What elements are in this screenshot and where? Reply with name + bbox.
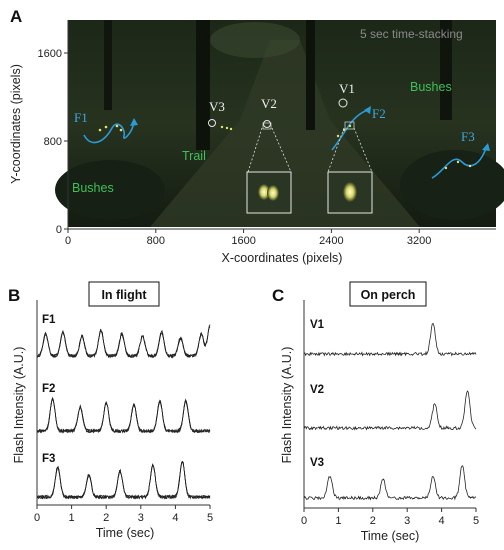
- panel-b-x-tick-label: 3: [138, 512, 144, 524]
- trace-label-f2: F2: [42, 383, 55, 395]
- perch-label-v3: V3: [209, 99, 225, 114]
- panel-a-x-tick-label: 0: [65, 235, 71, 247]
- zoom-inset-right: [327, 121, 373, 214]
- panel-c-traces: [303, 322, 477, 501]
- trace-f1: [36, 325, 211, 359]
- panel-c-title-box: [349, 281, 427, 307]
- region-label-bushes-left: Bushes: [72, 181, 114, 195]
- track-f2-arrowhead: [364, 106, 371, 114]
- panel-b-x-tick-label: 5: [207, 512, 213, 524]
- panel-a-y-axis-label: Y-coordinates (pixels): [9, 64, 23, 184]
- trace-f2: [36, 399, 211, 434]
- perch-label-v2: V2: [261, 96, 277, 111]
- panel-a-y-tick-label: 1600: [38, 48, 62, 60]
- track-f1: [83, 121, 135, 144]
- trace-v1: [303, 322, 477, 357]
- perch-marker-v2: [263, 120, 271, 128]
- panel-c-x-tick-label: 5: [473, 515, 479, 527]
- panel-a-x-ticks: 0 800 1600 2400 3200: [65, 229, 431, 247]
- panel-a-y-tick-label: 800: [44, 136, 62, 148]
- trace-f2: [36, 397, 211, 434]
- panel-b-traces: [36, 324, 211, 500]
- zoom-inset-left: [246, 122, 292, 214]
- panel-b-title-box: [88, 281, 160, 307]
- track-f3-arrowhead: [482, 143, 490, 151]
- trace-f2: [36, 398, 211, 434]
- track-f3: [431, 147, 487, 179]
- panel-b-x-tick-label: 0: [34, 512, 40, 524]
- perch-marker-v3: [208, 119, 216, 127]
- trace-f2: [36, 396, 211, 434]
- panel-b-x-tick-label: 1: [69, 512, 75, 524]
- panel-b-x-tick-label: 2: [103, 512, 109, 524]
- panel-c-axes: [303, 300, 476, 509]
- panel-b-x-ticks: 0 1 2 3 4 5: [34, 505, 213, 524]
- panel-b-axes: [36, 300, 210, 506]
- panel-a-x-tick-label: 3200: [407, 235, 431, 247]
- panel-a-y-tick-label: 0: [56, 224, 62, 236]
- panel-b-x-tick-label: 4: [172, 512, 178, 524]
- panel-c-x-tick-label: 4: [439, 515, 445, 527]
- panel-c-x-tick-label: 2: [370, 515, 376, 527]
- panel-c-letter: C: [272, 286, 284, 305]
- panel-a-axes: [67, 20, 496, 230]
- panel-a-x-tick-label: 2400: [319, 235, 343, 247]
- flight-label-f3: F3: [461, 129, 475, 144]
- trace-f1: [36, 324, 211, 359]
- region-label-bushes-right: Bushes: [410, 80, 452, 94]
- track-f2: [331, 109, 369, 151]
- perch-label-v1: V1: [339, 81, 355, 96]
- trace-f3: [36, 461, 211, 500]
- region-label-trail: Trail: [182, 149, 206, 163]
- trace-v2: [303, 390, 477, 431]
- panel-a-y-ticks: 0 800 1600: [38, 48, 68, 236]
- flash-dots: [98, 124, 472, 170]
- panel-a-x-tick-label: 800: [147, 235, 165, 247]
- panel-b-letter: B: [8, 286, 20, 305]
- panel-b-x-axis-label: Time (sec): [96, 526, 155, 540]
- panel-a-letter: A: [10, 7, 22, 26]
- panel-c-x-axis-label: Time (sec): [361, 529, 420, 543]
- panel-c-x-ticks: 0 1 2 3 4 5: [301, 508, 479, 527]
- panel-c-x-tick-label: 0: [301, 515, 307, 527]
- panel-b-title: In flight: [101, 288, 147, 302]
- trace-label-v1: V1: [310, 319, 325, 331]
- trace-f1: [36, 325, 211, 359]
- flight-tracks: [83, 109, 487, 179]
- trace-label-f3: F3: [42, 453, 55, 465]
- stacking-note: 5 sec time-stacking: [360, 27, 463, 41]
- trace-label-v2: V2: [310, 384, 324, 396]
- panel-c-title: On perch: [361, 288, 416, 302]
- trace-label-v3: V3: [310, 457, 324, 469]
- panel-b-y-axis-label: Flash Intensity (A.U.): [12, 347, 26, 464]
- panel-c-x-tick-label: 1: [335, 515, 341, 527]
- perch-markers: [208, 98, 348, 128]
- perch-marker-v1: [338, 98, 348, 108]
- panel-a-x-tick-label: 1600: [231, 235, 255, 247]
- panel-c-x-tick-label: 3: [404, 515, 410, 527]
- panel-c-y-axis-label: Flash Intensity (A.U.): [280, 347, 294, 464]
- track-f1-arrowhead: [130, 118, 138, 126]
- flight-label-f2: F2: [372, 106, 386, 121]
- panel-a-x-axis-label: X-coordinates (pixels): [222, 251, 343, 265]
- flight-label-f1: F1: [74, 110, 88, 125]
- forest-photo: [55, 20, 504, 227]
- trace-v3: [303, 465, 477, 501]
- trace-label-f1: F1: [42, 314, 56, 326]
